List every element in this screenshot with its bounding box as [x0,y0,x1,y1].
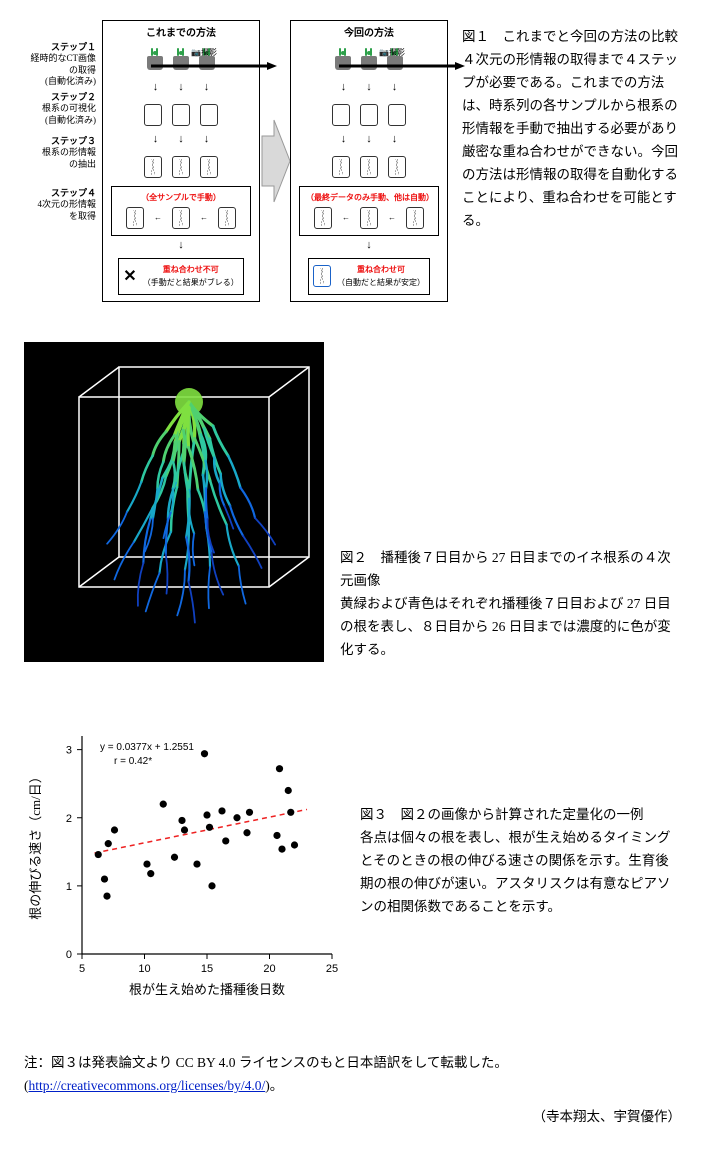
root-cylinder-icon [332,156,350,178]
svg-text:3: 3 [66,744,72,756]
cylinder-icon [172,104,190,126]
footnote-text: 注：図３は発表論文より CC BY 4.0 ライセンスのもと日本語訳をして転載し… [24,1055,508,1070]
svg-text:20: 20 [263,963,275,975]
fig2-image [24,342,324,662]
fig1-now-title: 今回の方法 [344,25,394,42]
svg-text:0: 0 [66,949,72,961]
root-cylinder-icon [172,156,190,178]
cylinder-icon [144,104,162,126]
cylinder-icon [332,104,350,126]
x-mark-icon: ✕ [123,263,136,290]
overlay-cyl-icon [313,265,331,287]
fig1-prev-title: これまでの方法 [146,25,216,42]
root-cylinder-icon [388,156,406,178]
cylinder-icon [388,104,406,126]
fig1-prev-panel: これまでの方法 📷撮影 ↓↓↓ ↓↓↓ （全サンプルで手動） ←← ↓ [102,20,260,302]
svg-text:15: 15 [201,963,213,975]
fig1-diagram: ステップ１ 経時的なCT画像 の取得 (自動化済み) ステップ２ 根系の可視化 … [24,20,448,302]
svg-text:根の伸びる速さ（cm/日）: 根の伸びる速さ（cm/日） [28,770,43,920]
footnote: 注：図３は発表論文より CC BY 4.0 ライセンスのもと日本語訳をして転載し… [24,1052,681,1129]
camera-icon: 📷撮影 [379,46,405,60]
fig1-prev-overlay: ✕ 重ね合わせ不可（手動だと結果がブレる） [118,258,243,295]
fig1-now-overlay: 重ね合わせ可（自動だと結果が安定） [308,258,430,295]
root-cylinder-icon [200,156,218,178]
step-2-label: ステップ２ 根系の可視化 (自動化済み) [24,92,96,128]
step-1-label: ステップ１ 経時的なCT画像 の取得 (自動化済み) [24,42,96,84]
svg-text:25: 25 [326,963,338,975]
step-3-label: ステップ３ 根系の形情報 の抽出 [24,136,96,180]
figure-3: 5 10 15 20 25 0 1 2 3 根が生え始めた播種後日数 根の伸びる速さ（cm/日） y … [24,722,681,1002]
signature: （寺本翔太、宇賀優作） [24,1106,681,1129]
fig3-chart: 5 10 15 20 25 0 1 2 3 根が生え始めた播種後日数 根の伸びる速さ（cm/日） y … [24,722,344,1002]
step-4-label: ステップ４ 4次元の形情報 を取得 [24,188,96,224]
svg-text:y = 0.0377x + 1.2551: y = 0.0377x + 1.2551 [100,742,194,753]
fig1-now-step3-box: （最終データのみ手動、他は自動） ←← [299,186,439,236]
figure-2: 図２ 播種後７日目から 27 日目までのイネ根系の４次元画像 黄緑および青色はそ… [24,342,681,662]
svg-text:1: 1 [66,881,72,893]
root-cylinder-icon [144,156,162,178]
root-cylinder-icon [360,156,378,178]
fig3-caption: 図３ 図２の画像から計算された定量化の一例 各点は個々の根を表し、根が生え始める… [360,804,681,919]
fig2-caption: 図２ 播種後７日目から 27 日目までのイネ根系の４次元画像 黄緑および青色はそ… [340,547,681,662]
fig1-prev-step3-box: （全サンプルで手動） ←← [111,186,251,236]
cylinder-icon [200,104,218,126]
big-arrow-icon [260,116,290,206]
svg-text:根が生え始めた播種後日数: 根が生え始めた播種後日数 [129,982,285,997]
figure-1: ステップ１ 経時的なCT画像 の取得 (自動化済み) ステップ２ 根系の可視化 … [24,20,681,302]
license-link[interactable]: http://creativecommons.org/licenses/by/4… [29,1078,266,1093]
fig1-now-panel: 今回の方法 📷撮影 ↓↓↓ ↓↓↓ （最終データのみ手動、他は自動） ←← ↓ [290,20,448,302]
svg-text:2: 2 [66,813,72,825]
svg-text:r = 0.42*: r = 0.42* [114,756,152,767]
svg-text:10: 10 [138,963,150,975]
svg-text:5: 5 [79,963,85,975]
cylinder-icon [360,104,378,126]
fig1-caption: 図１ これまでと今回の方法の比較 ４次元の形情報の取得まで４ステップが必要である… [462,20,681,232]
camera-icon: 📷撮影 [191,46,217,60]
